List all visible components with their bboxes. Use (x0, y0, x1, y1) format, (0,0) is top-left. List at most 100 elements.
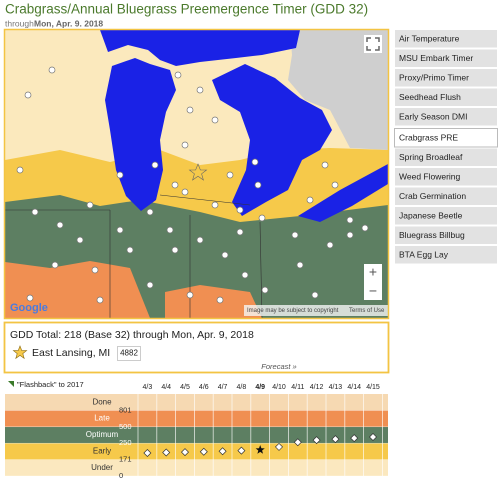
station-marker[interactable] (251, 158, 259, 166)
menu-item[interactable] (394, 29, 498, 49)
menu-item[interactable] (394, 225, 498, 245)
menu-item[interactable] (394, 107, 498, 127)
station-marker[interactable] (258, 214, 266, 222)
forecast-marker (218, 447, 227, 456)
station-marker[interactable] (196, 236, 204, 244)
x-tick-label: 4/13 (329, 384, 343, 391)
station-marker[interactable] (296, 261, 304, 269)
map-zone (5, 261, 150, 318)
station-marker[interactable] (86, 201, 94, 209)
station-marker[interactable] (116, 171, 124, 179)
lake (100, 30, 300, 66)
menu-item-label[interactable]: Early Season DMI (399, 111, 468, 121)
station-marker[interactable] (146, 208, 154, 216)
stations (16, 66, 369, 304)
station-marker[interactable] (96, 296, 104, 304)
station-marker[interactable] (236, 206, 244, 214)
subtitle-date: Mon, Apr. 9. 2018 (34, 18, 103, 28)
info-box (3, 321, 390, 374)
station-marker[interactable] (126, 246, 134, 254)
menu-item-label[interactable]: Crabgrass PRE (399, 132, 458, 142)
menu-item[interactable] (394, 68, 498, 88)
band (5, 426, 388, 444)
station-marker[interactable] (211, 201, 219, 209)
menu-item[interactable] (394, 245, 498, 265)
flashback-link[interactable]: "Flashback" to 2017 (17, 380, 84, 389)
station-marker[interactable] (306, 196, 314, 204)
station-marker[interactable] (216, 296, 224, 304)
menu-item[interactable] (394, 87, 498, 107)
station-marker[interactable] (254, 181, 262, 189)
forecast-marker (331, 435, 340, 444)
station-marker[interactable] (346, 216, 354, 224)
menu-item-label[interactable]: Proxy/Primo Timer (399, 72, 469, 82)
station-marker[interactable] (186, 106, 194, 114)
gdd-chart: Under Early Optimum Late Done 0 171 250 500 801 "F… (5, 362, 388, 480)
station-marker[interactable] (51, 261, 59, 269)
station-marker[interactable] (31, 208, 39, 216)
station-marker[interactable] (196, 86, 204, 94)
menu-item[interactable] (394, 206, 498, 226)
station-marker[interactable] (26, 294, 34, 302)
map-terms[interactable]: Terms of Use (349, 308, 385, 314)
station-marker[interactable] (186, 291, 194, 299)
selected-station[interactable] (188, 163, 208, 181)
station-marker[interactable] (24, 91, 32, 99)
zoom-out[interactable]: − (369, 283, 377, 299)
menu-item[interactable] (394, 186, 498, 206)
menu-item-label[interactable]: BTA Egg Lay (399, 249, 449, 259)
forecast-marker (237, 446, 246, 455)
station-marker[interactable] (261, 286, 269, 294)
menu-item[interactable] (394, 167, 498, 187)
station-marker[interactable] (311, 291, 319, 299)
station-marker[interactable] (346, 231, 354, 239)
menu-item-label[interactable]: MSU Embark Timer (399, 53, 473, 63)
station-marker[interactable] (326, 241, 334, 249)
menu-item-label[interactable]: Air Temperature (399, 33, 460, 43)
station-marker[interactable] (331, 181, 339, 189)
menu-item[interactable] (394, 48, 498, 68)
station-marker[interactable] (48, 66, 56, 74)
menu-item[interactable] (394, 147, 498, 167)
station-marker[interactable] (91, 266, 99, 274)
fullscreen-button[interactable] (364, 35, 382, 53)
station-marker[interactable] (56, 221, 64, 229)
x-tick-label: 4/9 (255, 384, 265, 391)
station-marker[interactable] (211, 116, 219, 124)
forecast-link[interactable]: Forecast » (261, 362, 296, 371)
y-tick-label: 171 (119, 455, 132, 464)
station-marker[interactable] (236, 228, 244, 236)
band (5, 394, 388, 411)
x-tick-label: 4/12 (310, 384, 324, 391)
band (5, 410, 388, 427)
menu-item-label[interactable]: Weed Flowering (399, 171, 461, 181)
y-tick-label: 250 (119, 438, 132, 447)
zoom-in[interactable]: + (369, 264, 377, 280)
menu-item-label[interactable]: Japanese Beetle (399, 210, 463, 220)
station-marker[interactable] (221, 251, 229, 259)
station-marker[interactable] (151, 161, 159, 169)
station-marker[interactable] (76, 236, 84, 244)
station-marker[interactable] (291, 231, 299, 239)
menu-item-label[interactable]: Seedhead Flush (399, 92, 461, 102)
menu-item[interactable] (394, 128, 498, 148)
menu-item-label[interactable]: Bluegrass Billbug (399, 230, 465, 240)
menu-item-label[interactable]: Spring Broadleaf (399, 152, 463, 162)
station-marker[interactable] (116, 226, 124, 234)
x-tick-label: 4/3 (143, 384, 153, 391)
station-marker[interactable] (171, 246, 179, 254)
station-marker[interactable] (181, 188, 189, 196)
station-marker[interactable] (181, 141, 189, 149)
menu-item-label[interactable]: Crab Germination (399, 191, 466, 201)
station-marker[interactable] (166, 226, 174, 234)
station-marker[interactable] (321, 161, 329, 169)
forecast-marker (350, 434, 359, 443)
station-marker[interactable] (174, 71, 182, 79)
station-id: 4882 (120, 349, 138, 358)
station-marker[interactable] (171, 181, 179, 189)
station-marker[interactable] (16, 166, 24, 174)
station-marker[interactable] (226, 171, 234, 179)
station-marker[interactable] (146, 281, 154, 289)
station-marker[interactable] (361, 224, 369, 232)
station-marker[interactable] (241, 271, 249, 279)
